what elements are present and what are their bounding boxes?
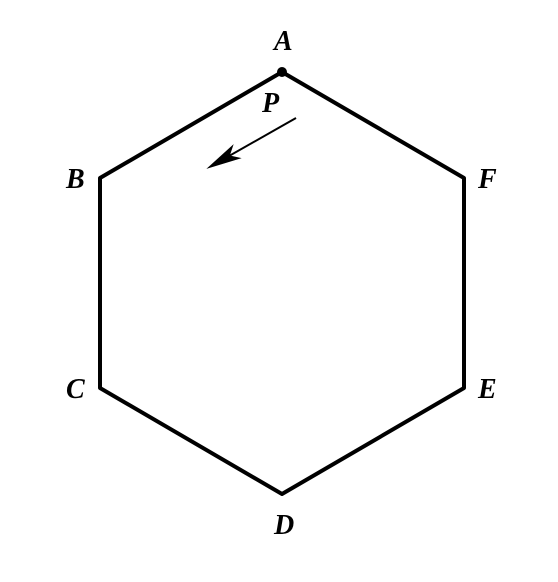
vertex-label-e: E: [477, 374, 497, 405]
point-p-dot: [277, 67, 287, 77]
vertex-labels: A B C D E F: [65, 26, 497, 541]
vertex-label-c: C: [66, 374, 85, 405]
point-p-label: P: [261, 88, 280, 119]
vertex-label-a: A: [272, 26, 293, 57]
vertex-label-d: D: [273, 510, 294, 541]
vertex-label-f: F: [477, 164, 497, 195]
motion-arrow: [222, 118, 296, 160]
vertex-label-b: B: [65, 164, 85, 195]
hexagon-outline: [100, 72, 464, 494]
hexagon-diagram: A B C D E F P: [0, 0, 558, 582]
